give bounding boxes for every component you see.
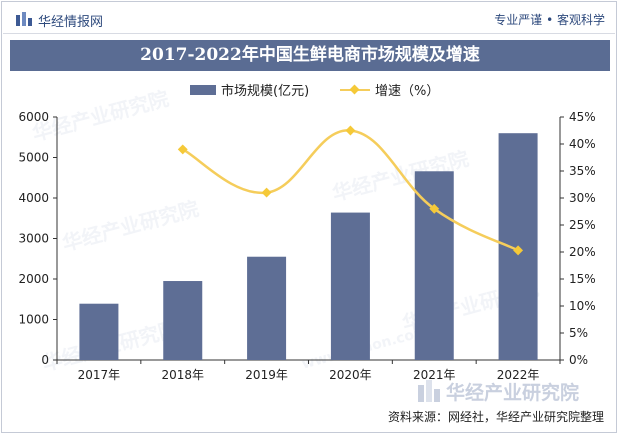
- growth-point: [261, 187, 272, 198]
- bar-market-size: [247, 256, 287, 360]
- y-right-tick-label: 10%: [569, 299, 596, 313]
- x-tick-label: 2022年: [497, 368, 540, 382]
- y-right-tick-label: 40%: [569, 137, 596, 151]
- bar-market-size: [414, 171, 454, 360]
- legend-item-growth: 增速（%）: [340, 80, 439, 99]
- top-bar: 华经情报网 专业严谨 • 客观科学: [3, 3, 615, 34]
- y-right-tick-label: 45%: [569, 110, 596, 124]
- growth-point: [177, 144, 188, 155]
- growth-point: [345, 125, 356, 136]
- legend-label-growth: 增速（%）: [375, 84, 440, 99]
- bar-market-size: [79, 303, 119, 360]
- y-left-tick-label: 2000: [18, 272, 49, 286]
- chart-title: 2017-2022年中国生鲜电商市场规模及增速: [10, 40, 610, 71]
- y-right-tick-label: 0%: [569, 353, 588, 367]
- y-left-tick-label: 3000: [18, 232, 49, 246]
- bar-market-size: [330, 212, 370, 360]
- y-right-tick-label: 15%: [569, 272, 596, 286]
- x-tick-label: 2021年: [413, 368, 456, 382]
- legend-item-market-size: 市场规模(亿元): [190, 80, 309, 99]
- y-right-tick-label: 35%: [569, 164, 596, 178]
- legend-label-market-size: 市场规模(亿元): [221, 84, 310, 99]
- y-right-tick-label: 25%: [569, 218, 596, 232]
- growth-point: [429, 203, 440, 214]
- y-left-tick-label: 6000: [18, 110, 49, 124]
- x-tick-label: 2019年: [245, 368, 288, 382]
- legend-line-swatch: [340, 84, 370, 96]
- brand-logo-icon: [16, 12, 32, 26]
- legend-bar-swatch: [190, 84, 216, 95]
- y-left-tick-label: 1000: [18, 313, 49, 327]
- bar-market-size: [163, 281, 203, 360]
- y-left-tick-label: 5000: [18, 151, 49, 165]
- y-left-tick-label: 0: [41, 353, 49, 367]
- x-tick-label: 2018年: [161, 368, 204, 382]
- x-tick-label: 2020年: [329, 368, 372, 382]
- chart-legend: 市场规模(亿元) 增速（%）: [0, 80, 620, 99]
- watermark-corner-text: 华经产业研究院: [446, 382, 580, 404]
- brand-tagline: 专业严谨 • 客观科学: [494, 13, 605, 27]
- y-right-tick-label: 5%: [569, 326, 588, 340]
- brand-name: 华经情报网: [38, 15, 104, 30]
- x-tick-label: 2017年: [78, 368, 121, 382]
- y-right-tick-label: 30%: [569, 191, 596, 205]
- growth-point: [513, 245, 524, 256]
- watermark-logo-icon: [418, 380, 440, 402]
- y-right-tick-label: 20%: [569, 245, 596, 259]
- y-left-tick-label: 4000: [18, 191, 49, 205]
- source-note: 资料来源：网经社，华经产业研究院整理: [387, 410, 604, 424]
